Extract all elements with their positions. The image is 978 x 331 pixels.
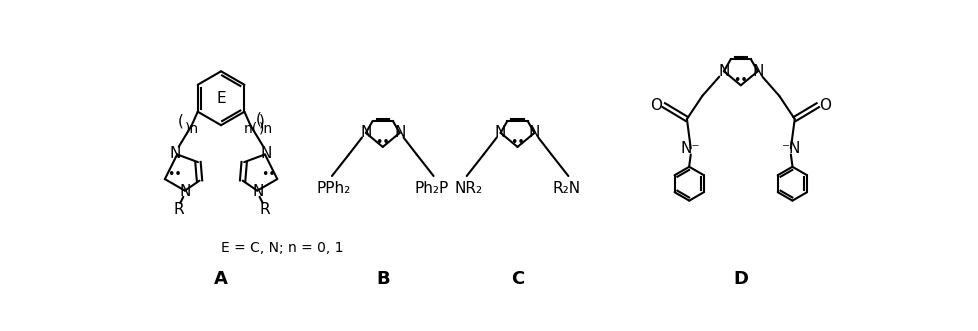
Text: D: D: [733, 270, 747, 288]
Text: NR₂: NR₂: [454, 181, 482, 196]
Text: ••: ••: [375, 136, 390, 149]
Text: )n: )n: [258, 122, 273, 136]
Text: N: N: [252, 184, 263, 199]
Text: ••: ••: [166, 168, 181, 181]
Text: ••: ••: [260, 168, 275, 181]
Text: N: N: [170, 146, 181, 161]
Text: N: N: [179, 184, 191, 199]
Text: PPh₂: PPh₂: [316, 181, 350, 196]
Text: ⁻N: ⁻N: [781, 141, 801, 156]
Text: Ph₂P: Ph₂P: [415, 181, 449, 196]
Text: O: O: [819, 98, 830, 113]
Text: B: B: [376, 270, 389, 288]
Text: A: A: [214, 270, 228, 288]
Text: R: R: [173, 202, 184, 217]
Text: R: R: [259, 202, 270, 217]
Text: C: C: [511, 270, 523, 288]
Text: ): ): [258, 114, 264, 128]
Text: ••: ••: [510, 136, 524, 149]
Text: ••: ••: [733, 74, 747, 87]
Text: E = C, N; n = 0, 1: E = C, N; n = 0, 1: [221, 241, 343, 256]
Text: N: N: [260, 146, 272, 161]
Text: N: N: [751, 64, 763, 79]
Text: (: (: [178, 114, 184, 128]
Text: O: O: [649, 98, 661, 113]
Text: N: N: [360, 125, 371, 140]
Text: (: (: [255, 112, 261, 127]
Text: N: N: [495, 125, 506, 140]
Text: N: N: [718, 64, 729, 79]
Text: )n: )n: [184, 122, 199, 136]
Text: N⁻: N⁻: [680, 141, 699, 156]
Text: E: E: [216, 91, 226, 106]
Text: N: N: [393, 125, 405, 140]
Text: n(: n(: [244, 122, 257, 136]
Text: R₂N: R₂N: [553, 181, 580, 196]
Text: N: N: [528, 125, 540, 140]
